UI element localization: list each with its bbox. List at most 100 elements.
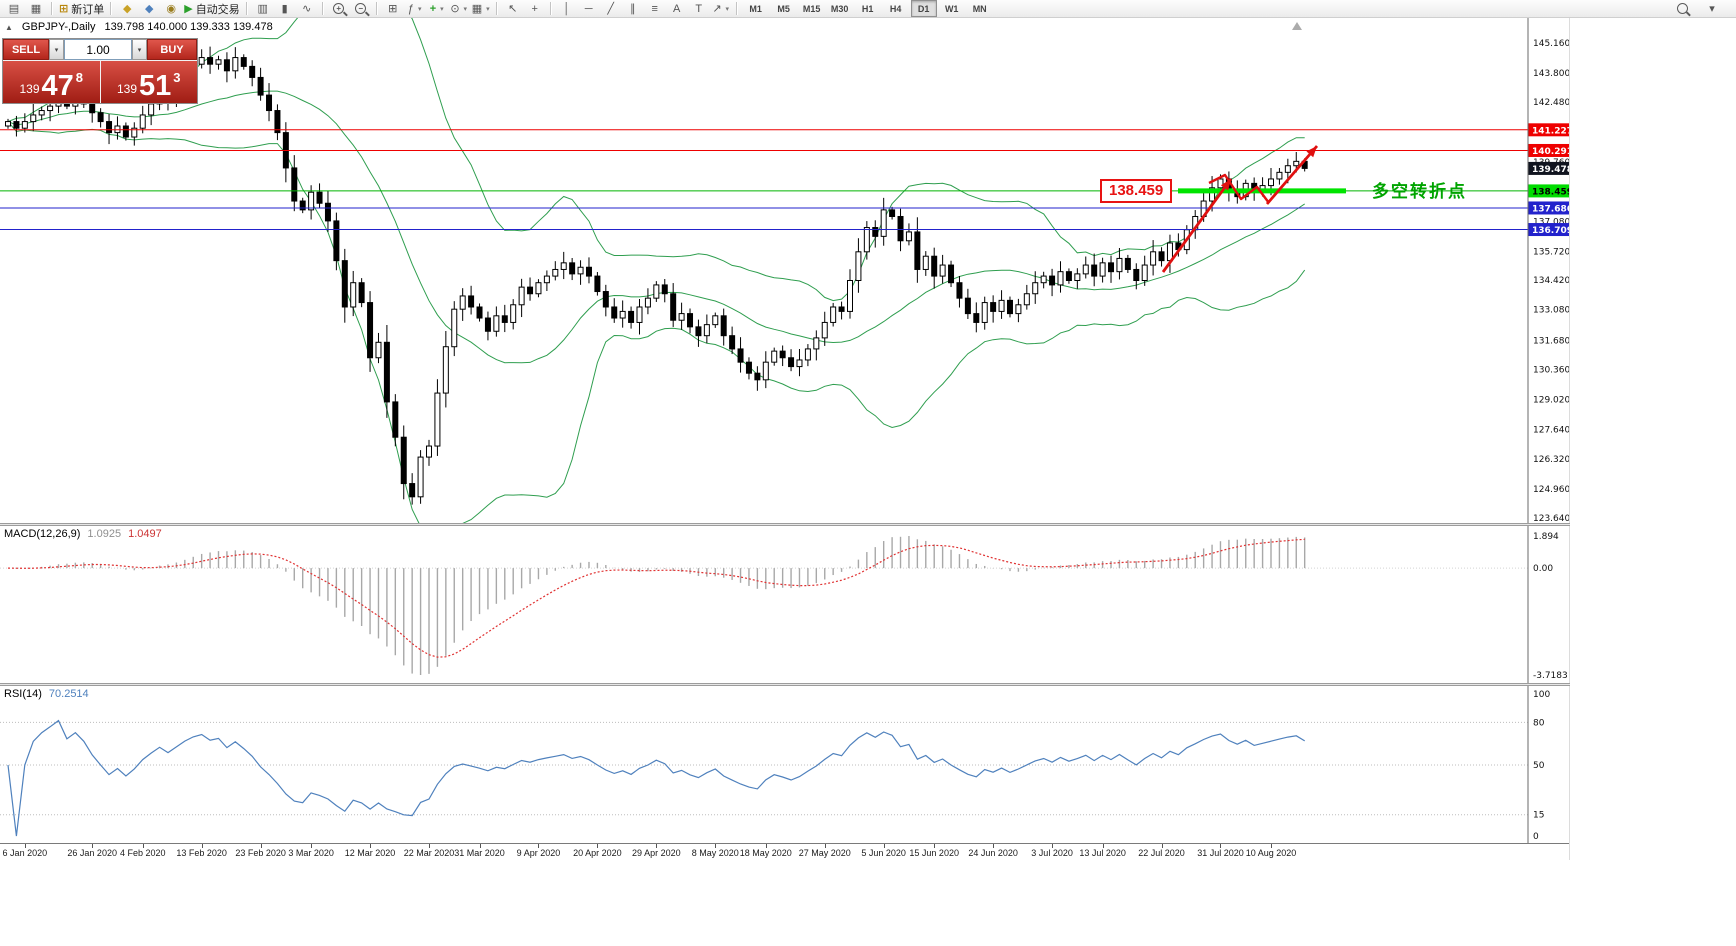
date-label: 29 Apr 2020 bbox=[632, 848, 681, 858]
arrows-tool-icon[interactable]: ↗ ▾ bbox=[710, 1, 732, 17]
trade-controls-row: SELL ▾ ▾ BUY bbox=[3, 39, 197, 60]
date-label: 10 Aug 2020 bbox=[1245, 848, 1297, 858]
window-right-edge bbox=[1569, 18, 1570, 860]
chart-shift-marker[interactable] bbox=[1292, 22, 1302, 30]
trendline-icon: ╱ bbox=[607, 3, 614, 15]
dropdown-arrow-icon: ▾ bbox=[417, 5, 422, 13]
candlestick-chart-icon: ▮ bbox=[281, 3, 288, 15]
grid-icon: ⊞ bbox=[388, 3, 398, 15]
mql5-community-icon[interactable]: ◆ bbox=[116, 1, 138, 17]
indicators-icon: ƒ bbox=[407, 2, 414, 15]
auto-trading-button[interactable]: ▶ 自动交易 bbox=[182, 1, 241, 17]
signals-icon[interactable]: ◉ bbox=[160, 1, 182, 17]
templates-icon: ▦ bbox=[471, 3, 483, 15]
panel-separator[interactable] bbox=[0, 683, 1570, 686]
bar-chart-icon[interactable]: ▥ bbox=[252, 1, 274, 17]
trend-arrows[interactable] bbox=[1161, 145, 1319, 273]
buy-price-prefix: 139 bbox=[116, 82, 138, 96]
grid-icon[interactable]: ⊞ bbox=[382, 1, 404, 17]
timeframe-w1[interactable]: W1 bbox=[944, 3, 959, 14]
price-tag-text: 137.686 bbox=[1532, 204, 1570, 214]
vertical-line-icon[interactable]: │ bbox=[556, 1, 578, 17]
one-click-collapse-icon[interactable]: ▲ bbox=[5, 22, 13, 32]
timeframe-mn[interactable]: MN bbox=[972, 3, 987, 14]
date-label: 26 Jan 2020 bbox=[67, 848, 117, 858]
date-tick bbox=[765, 844, 767, 848]
timeframe-d1[interactable]: D1 bbox=[910, 0, 937, 17]
date-label: 12 Mar 2020 bbox=[344, 848, 396, 858]
horizontal-line-icon[interactable]: ─ bbox=[578, 1, 600, 17]
order-type-dropdown[interactable]: ▾ bbox=[49, 39, 64, 60]
panel-separator[interactable] bbox=[0, 523, 1570, 526]
price-scale[interactable]: 145.160143.800142.480139.760137.080135.7… bbox=[1527, 18, 1570, 523]
zoom-in-icon[interactable]: + bbox=[328, 1, 350, 17]
rsi-scale[interactable]: 100 80 50 15 0 bbox=[1527, 686, 1550, 843]
market-watch-icon[interactable]: ◆ bbox=[138, 1, 160, 17]
price-tick-label: 135.720 bbox=[1533, 247, 1570, 257]
date-label: 3 Mar 2020 bbox=[288, 848, 334, 858]
candlestick-chart-icon[interactable]: ▮ bbox=[274, 1, 296, 17]
trendline-icon[interactable]: ╱ bbox=[600, 1, 622, 17]
volume-input[interactable] bbox=[64, 39, 132, 60]
equidistant-channel-icon: ∥ bbox=[629, 3, 636, 15]
sell-price-display[interactable]: 139 47 8 bbox=[3, 61, 100, 103]
rsi-panel-canvas[interactable]: 100 80 50 15 0 bbox=[0, 686, 1570, 843]
toolbar-right-group: ▾ bbox=[1671, 1, 1733, 17]
line-chart-icon[interactable]: ∿ bbox=[296, 1, 318, 17]
horizontal-level-lines[interactable] bbox=[0, 129, 1528, 231]
periods-icon[interactable]: ⊙ ▾ bbox=[448, 1, 470, 17]
candles-layer bbox=[5, 46, 1308, 505]
buy-price-display[interactable]: 139 51 3 bbox=[100, 61, 197, 103]
zoom-out-icon[interactable]: − bbox=[350, 1, 372, 17]
buy-button[interactable]: BUY bbox=[147, 39, 197, 60]
macd-indicator-label: MACD(12,26,9) 1.0925 1.0497 bbox=[4, 528, 162, 540]
toolbar-options-icon[interactable]: ▾ bbox=[1701, 1, 1723, 17]
zoom-in-icon: + bbox=[333, 3, 345, 14]
toolbar-separator bbox=[375, 2, 378, 15]
price-tick-label: 124.960 bbox=[1533, 485, 1570, 495]
timeframe-m15[interactable]: M15 bbox=[802, 3, 821, 14]
date-label: 9 Apr 2020 bbox=[516, 848, 561, 858]
indicators-icon[interactable]: ƒ ▾ bbox=[404, 1, 426, 17]
macd-signal-value: 1.0497 bbox=[128, 528, 162, 540]
new-order-button[interactable]: ⊞ 新订单 bbox=[57, 1, 106, 17]
arrows-tool-icon: ↗ bbox=[712, 3, 722, 15]
date-tick bbox=[1220, 844, 1222, 848]
timeframe-m1[interactable]: M1 bbox=[749, 3, 762, 14]
cursor-icon[interactable]: ↖ bbox=[502, 1, 524, 17]
turning-point-note[interactable]: 多空转折点 bbox=[1372, 182, 1467, 201]
price-tag-text: 141.227 bbox=[1532, 126, 1570, 136]
crosshair-icon[interactable]: + bbox=[524, 1, 546, 17]
time-axis[interactable]: 6 Jan 2020 26 Jan 2020 4 Feb 2020 13 Feb 20… bbox=[0, 844, 1570, 860]
date-label: 5 Jun 2020 bbox=[861, 848, 906, 858]
date-tick bbox=[656, 844, 658, 848]
date-label: 20 Apr 2020 bbox=[573, 848, 622, 858]
timeframe-h4[interactable]: H4 bbox=[889, 3, 902, 14]
fibonacci-icon[interactable]: ≡ bbox=[644, 1, 666, 17]
macd-scale[interactable]: 1.894 0.00 -3.7183 bbox=[1527, 526, 1568, 683]
chart-window-icon[interactable]: ▤ bbox=[3, 1, 25, 17]
price-tick-label: 129.020 bbox=[1533, 395, 1570, 405]
sell-button[interactable]: SELL bbox=[3, 39, 49, 60]
volume-dropdown[interactable]: ▾ bbox=[132, 39, 147, 60]
quick-search-icon[interactable] bbox=[1671, 1, 1693, 17]
timeframe-h1[interactable]: H1 bbox=[861, 3, 874, 14]
main-chart-canvas[interactable]: 145.160143.800142.480139.760137.080135.7… bbox=[0, 18, 1570, 523]
text-label-icon[interactable]: T bbox=[688, 1, 710, 17]
level-callout-label[interactable]: 138.459 bbox=[1100, 179, 1173, 203]
add-indicator-icon[interactable]: + ▾ bbox=[426, 1, 448, 17]
price-tag-136.709 bbox=[1528, 223, 1570, 237]
timeframe-m5[interactable]: M5 bbox=[777, 3, 790, 14]
text-icon[interactable]: A bbox=[666, 1, 688, 17]
auto-trading-button-label: 自动交易 bbox=[195, 3, 240, 16]
templates-icon[interactable]: ▦ ▾ bbox=[470, 1, 492, 17]
tile-windows-icon[interactable]: ▦ bbox=[25, 1, 47, 17]
rsi-indicator-label: RSI(14) 70.2514 bbox=[4, 688, 89, 700]
price-tag-140.291 bbox=[1528, 143, 1570, 157]
text-icon: A bbox=[673, 2, 681, 15]
mql5-community-icon: ◆ bbox=[122, 3, 132, 15]
macd-tick-label: 0.00 bbox=[1533, 564, 1553, 574]
timeframe-m30[interactable]: M30 bbox=[830, 3, 849, 14]
macd-panel-canvas[interactable]: 1.894 0.00 -3.7183 bbox=[0, 526, 1570, 683]
equidistant-channel-icon[interactable]: ∥ bbox=[622, 1, 644, 17]
